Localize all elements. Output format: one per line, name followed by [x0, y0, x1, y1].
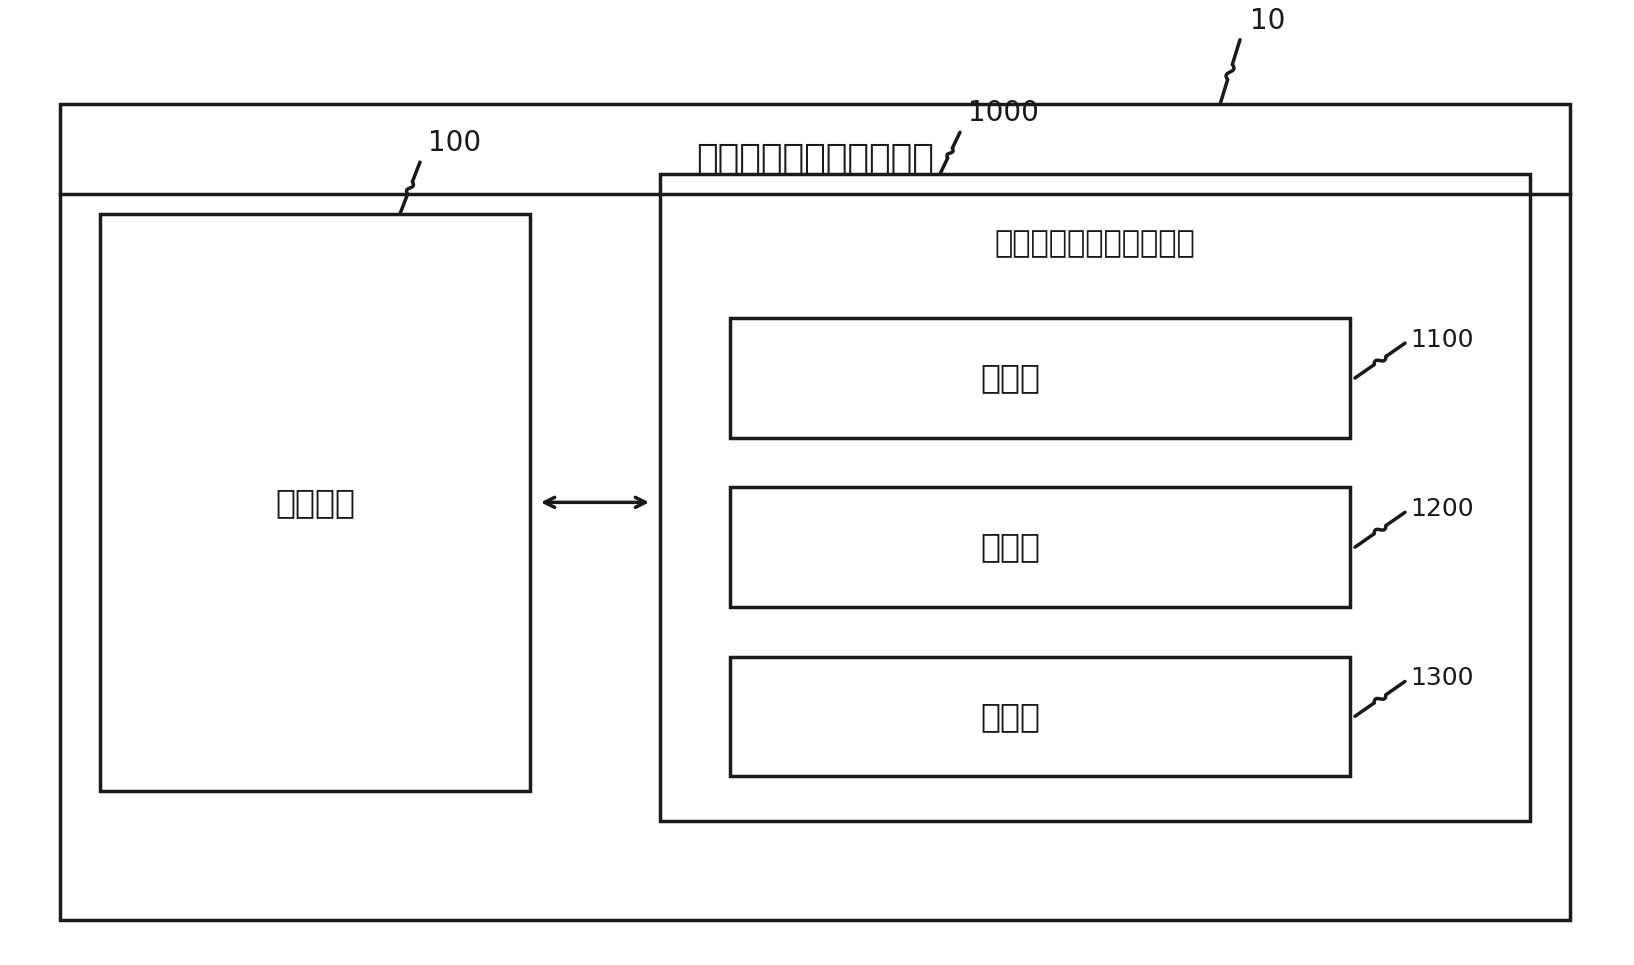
- Bar: [730, 656, 1350, 776]
- Text: 用户终端: 用户终端: [275, 485, 355, 519]
- Text: 收发器: 收发器: [980, 362, 1039, 395]
- Bar: [60, 104, 1570, 921]
- Bar: [100, 214, 529, 791]
- Bar: [660, 174, 1529, 821]
- Bar: [730, 487, 1350, 607]
- Text: 100: 100: [428, 129, 480, 157]
- Text: 存储器: 存储器: [980, 531, 1039, 564]
- Text: 用于推荐教育内容的系统: 用于推荐教育内容的系统: [696, 142, 935, 177]
- Bar: [730, 318, 1350, 438]
- Text: 1200: 1200: [1410, 497, 1474, 521]
- Text: 1300: 1300: [1410, 667, 1474, 691]
- Text: 用于推荐教育内容的装置: 用于推荐教育内容的装置: [995, 229, 1196, 259]
- Text: 10: 10: [1250, 7, 1286, 35]
- Text: 1100: 1100: [1410, 328, 1474, 352]
- Text: 控制器: 控制器: [980, 700, 1039, 732]
- Text: 1000: 1000: [967, 99, 1039, 127]
